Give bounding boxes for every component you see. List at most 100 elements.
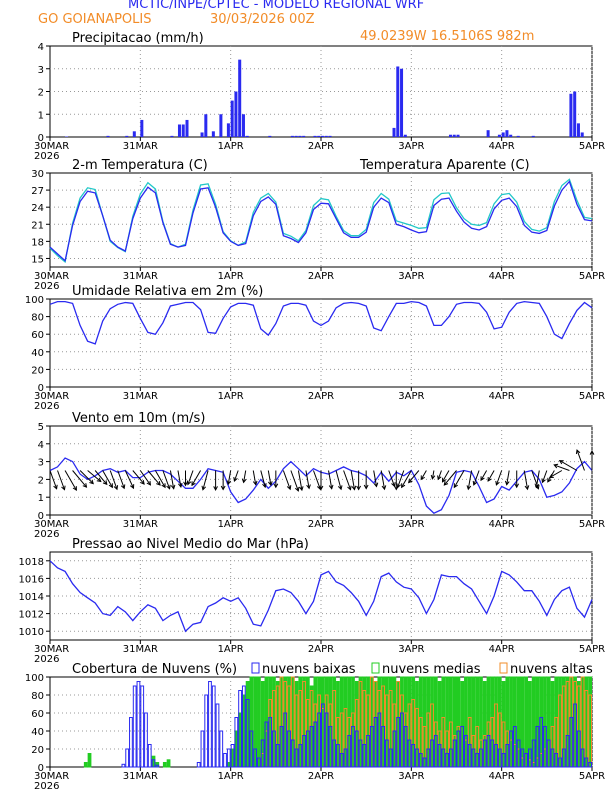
wind-arrow [523, 470, 529, 490]
wind-arrow [328, 470, 333, 489]
wind-arrow [553, 464, 570, 471]
cloud-baixas-bar [313, 721, 318, 768]
wind-arrow-head [299, 486, 304, 492]
precip-bar [219, 114, 223, 137]
wind-arrow-head [373, 482, 379, 488]
wind-arrow [437, 470, 442, 480]
wind-arrow-head [347, 485, 352, 491]
y-tick-label: 0 [38, 763, 44, 774]
cloud-baixas-bar [223, 753, 227, 768]
x-tick-label: 5APR [579, 771, 605, 782]
wind-arrow-head [140, 479, 145, 485]
y-tick-label: 100 [25, 295, 44, 306]
wind-arrow [535, 470, 540, 488]
y-tick-label: 0 [38, 133, 44, 144]
wind-arrow-head [401, 483, 406, 489]
precip-bar [125, 135, 129, 137]
wind-arrow-head [575, 449, 581, 455]
wind-arrow-head [166, 484, 171, 490]
y-tick-label: 1012 [19, 610, 44, 621]
wind-arrow [542, 470, 548, 483]
y-tick-label: 1 [38, 493, 44, 504]
y-tick-label: 5 [38, 422, 44, 433]
legend-nuvens-medias: nuvens medias [382, 662, 481, 677]
cloud-baixas-bar [351, 726, 355, 768]
wind-arrow-head [408, 478, 413, 484]
wind-arrow-head [337, 485, 343, 491]
wind-arrow [305, 470, 310, 489]
wind-arrow [117, 470, 125, 489]
panel-title: Cobertura de Nuvens (%) [72, 662, 237, 677]
wind-arrow [124, 470, 134, 489]
cloud-baixas-bar [437, 744, 442, 768]
x-tick-label: 1APR [218, 771, 244, 782]
cloud-baixas-bar [377, 712, 382, 768]
cloud-baixas-bar [230, 744, 235, 768]
x-year-label: 2026 [34, 401, 59, 412]
cloud-baixas-bar [151, 759, 156, 768]
wind-arrow-head [541, 478, 546, 484]
wind-arrow [64, 470, 77, 491]
precip-bar [177, 124, 181, 137]
chart-main-title: MCTIC/INPE/CPTEC - MODELO REGIONAL WRF [128, 0, 425, 12]
wind-arrow-head [480, 476, 485, 482]
cloud-baixas-bar [400, 712, 404, 768]
precip-bar [505, 130, 509, 137]
x-tick-label: 5APR [579, 271, 605, 282]
wind-arrow-head [96, 477, 102, 483]
cloud-medias-bar [162, 762, 167, 768]
cloud-baixas-bar [238, 690, 242, 768]
precip-bar [313, 135, 317, 137]
wind-arrow-head [220, 485, 226, 491]
cloud-baixas-bar [294, 748, 299, 768]
precip-bar [328, 135, 332, 137]
x-year-label: 2026 [34, 654, 59, 665]
cloud-baixas-bar [241, 685, 246, 768]
x-tick-label: 30MAR [34, 271, 69, 282]
cloud-baixas-bar [354, 730, 359, 768]
wind-arrow [549, 470, 563, 478]
precip-bar [456, 134, 460, 137]
cloud-baixas-bar [204, 694, 209, 768]
wind-arrow [397, 470, 405, 488]
cloud-medias-bar [87, 753, 92, 768]
x-tick-label: 5APR [579, 644, 605, 655]
y-tick-label: 2 [38, 475, 44, 486]
cloud-baixas-bar [539, 717, 544, 768]
precip-bar [321, 135, 325, 137]
wind-arrow-head [170, 484, 176, 490]
cloud-baixas-bar [264, 721, 269, 768]
wind-arrow-head [351, 485, 357, 491]
panel-title: Umidade Relativa em 2m (%) [72, 284, 263, 299]
wind-arrow [252, 470, 257, 485]
cloud-baixas-bar [215, 703, 220, 768]
cloud-baixas-bar [283, 712, 288, 768]
cloud-baixas-bar [121, 763, 126, 768]
cloud-baixas-bar [524, 753, 529, 768]
cloud-baixas-bar [245, 699, 250, 768]
cloud-baixas-bar [418, 753, 423, 768]
precip-bar [396, 66, 400, 137]
cloud-baixas-bar [347, 735, 352, 768]
y-tick-label: 20 [31, 745, 44, 756]
cloud-baixas-bar [358, 739, 363, 768]
y-tick-label: 0 [38, 383, 44, 394]
cloud-baixas-bar [588, 762, 592, 768]
precip-bar [185, 119, 189, 137]
x-tick-label: 31MAR [123, 391, 158, 402]
wind-arrow-head [548, 473, 554, 479]
wind-arrow-head [487, 476, 492, 482]
wind-arrow-head [252, 480, 258, 486]
cloud-baixas-bar [486, 735, 491, 768]
cloud-baixas-bar [362, 744, 367, 768]
cloud-baixas-bar [422, 757, 427, 768]
precip-bar [580, 132, 584, 137]
x-tick-label: 2APR [308, 391, 334, 402]
wind-arrow [350, 470, 355, 490]
wind-arrow-head [466, 485, 472, 491]
x-tick-label: 5APR [579, 519, 605, 530]
x-tick-label: 4APR [489, 644, 515, 655]
cloud-baixas-bar [584, 757, 589, 768]
wind-arrow-head [286, 485, 292, 491]
wind-arrow [102, 470, 113, 488]
